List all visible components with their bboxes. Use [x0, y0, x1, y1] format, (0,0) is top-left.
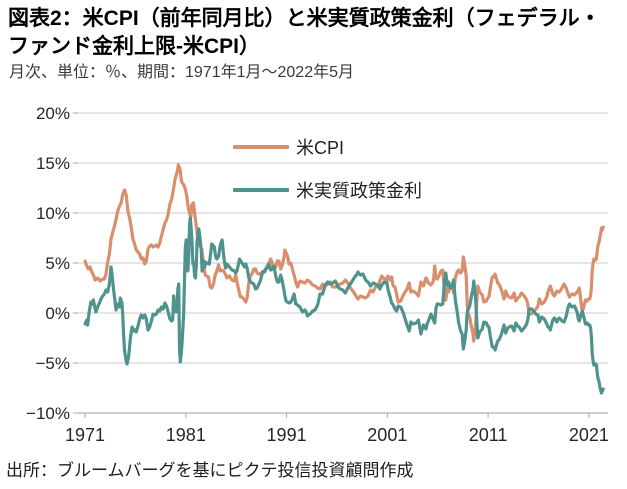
- svg-text:1981: 1981: [166, 425, 206, 445]
- svg-text:1991: 1991: [267, 425, 307, 445]
- legend-item-real-rate: 米実質政策金利: [233, 177, 422, 203]
- gridlines: [73, 112, 608, 418]
- page-title: 図表2：米CPI（前年同月比）と米実質政策金利（フェデラル・ファンド金利上限-米…: [8, 7, 601, 58]
- svg-text:5%: 5%: [45, 254, 70, 273]
- source-note: 出所：ブルームバーグを基にピクテ投信投資顧問作成: [6, 461, 414, 480]
- y-axis-labels: 20% 15% 10% 5% 0% −5% −10%: [26, 104, 70, 423]
- x-axis-labels: 1971 1981 1991 2001 2011 2021: [65, 425, 609, 445]
- chart-plot: 20% 15% 10% 5% 0% −5% −10% 1971 1981 1991 2001 2011…: [26, 104, 609, 445]
- svg-text:−10%: −10%: [26, 404, 70, 423]
- chart-subtitle: 月次、単位：％、期間：1971年1月～2022年5月: [9, 64, 354, 81]
- svg-text:10%: 10%: [36, 204, 70, 223]
- svg-text:1971: 1971: [65, 425, 105, 445]
- svg-text:2021: 2021: [569, 425, 609, 445]
- real-rate-line-swatch-icon: [233, 188, 289, 192]
- svg-text:20%: 20%: [36, 104, 70, 123]
- svg-text:2011: 2011: [469, 425, 508, 445]
- svg-text:0%: 0%: [45, 304, 70, 323]
- legend-item-cpi: 米CPI: [233, 134, 344, 160]
- cpi-line-swatch-icon: [233, 145, 289, 149]
- svg-text:15%: 15%: [36, 154, 70, 173]
- legend-label-real-rate: 米実質政策金利: [296, 181, 422, 201]
- svg-text:−5%: −5%: [36, 354, 71, 373]
- legend-label-cpi: 米CPI: [296, 138, 345, 158]
- real-rate-line: [83, 216, 605, 395]
- svg-text:2001: 2001: [367, 425, 407, 445]
